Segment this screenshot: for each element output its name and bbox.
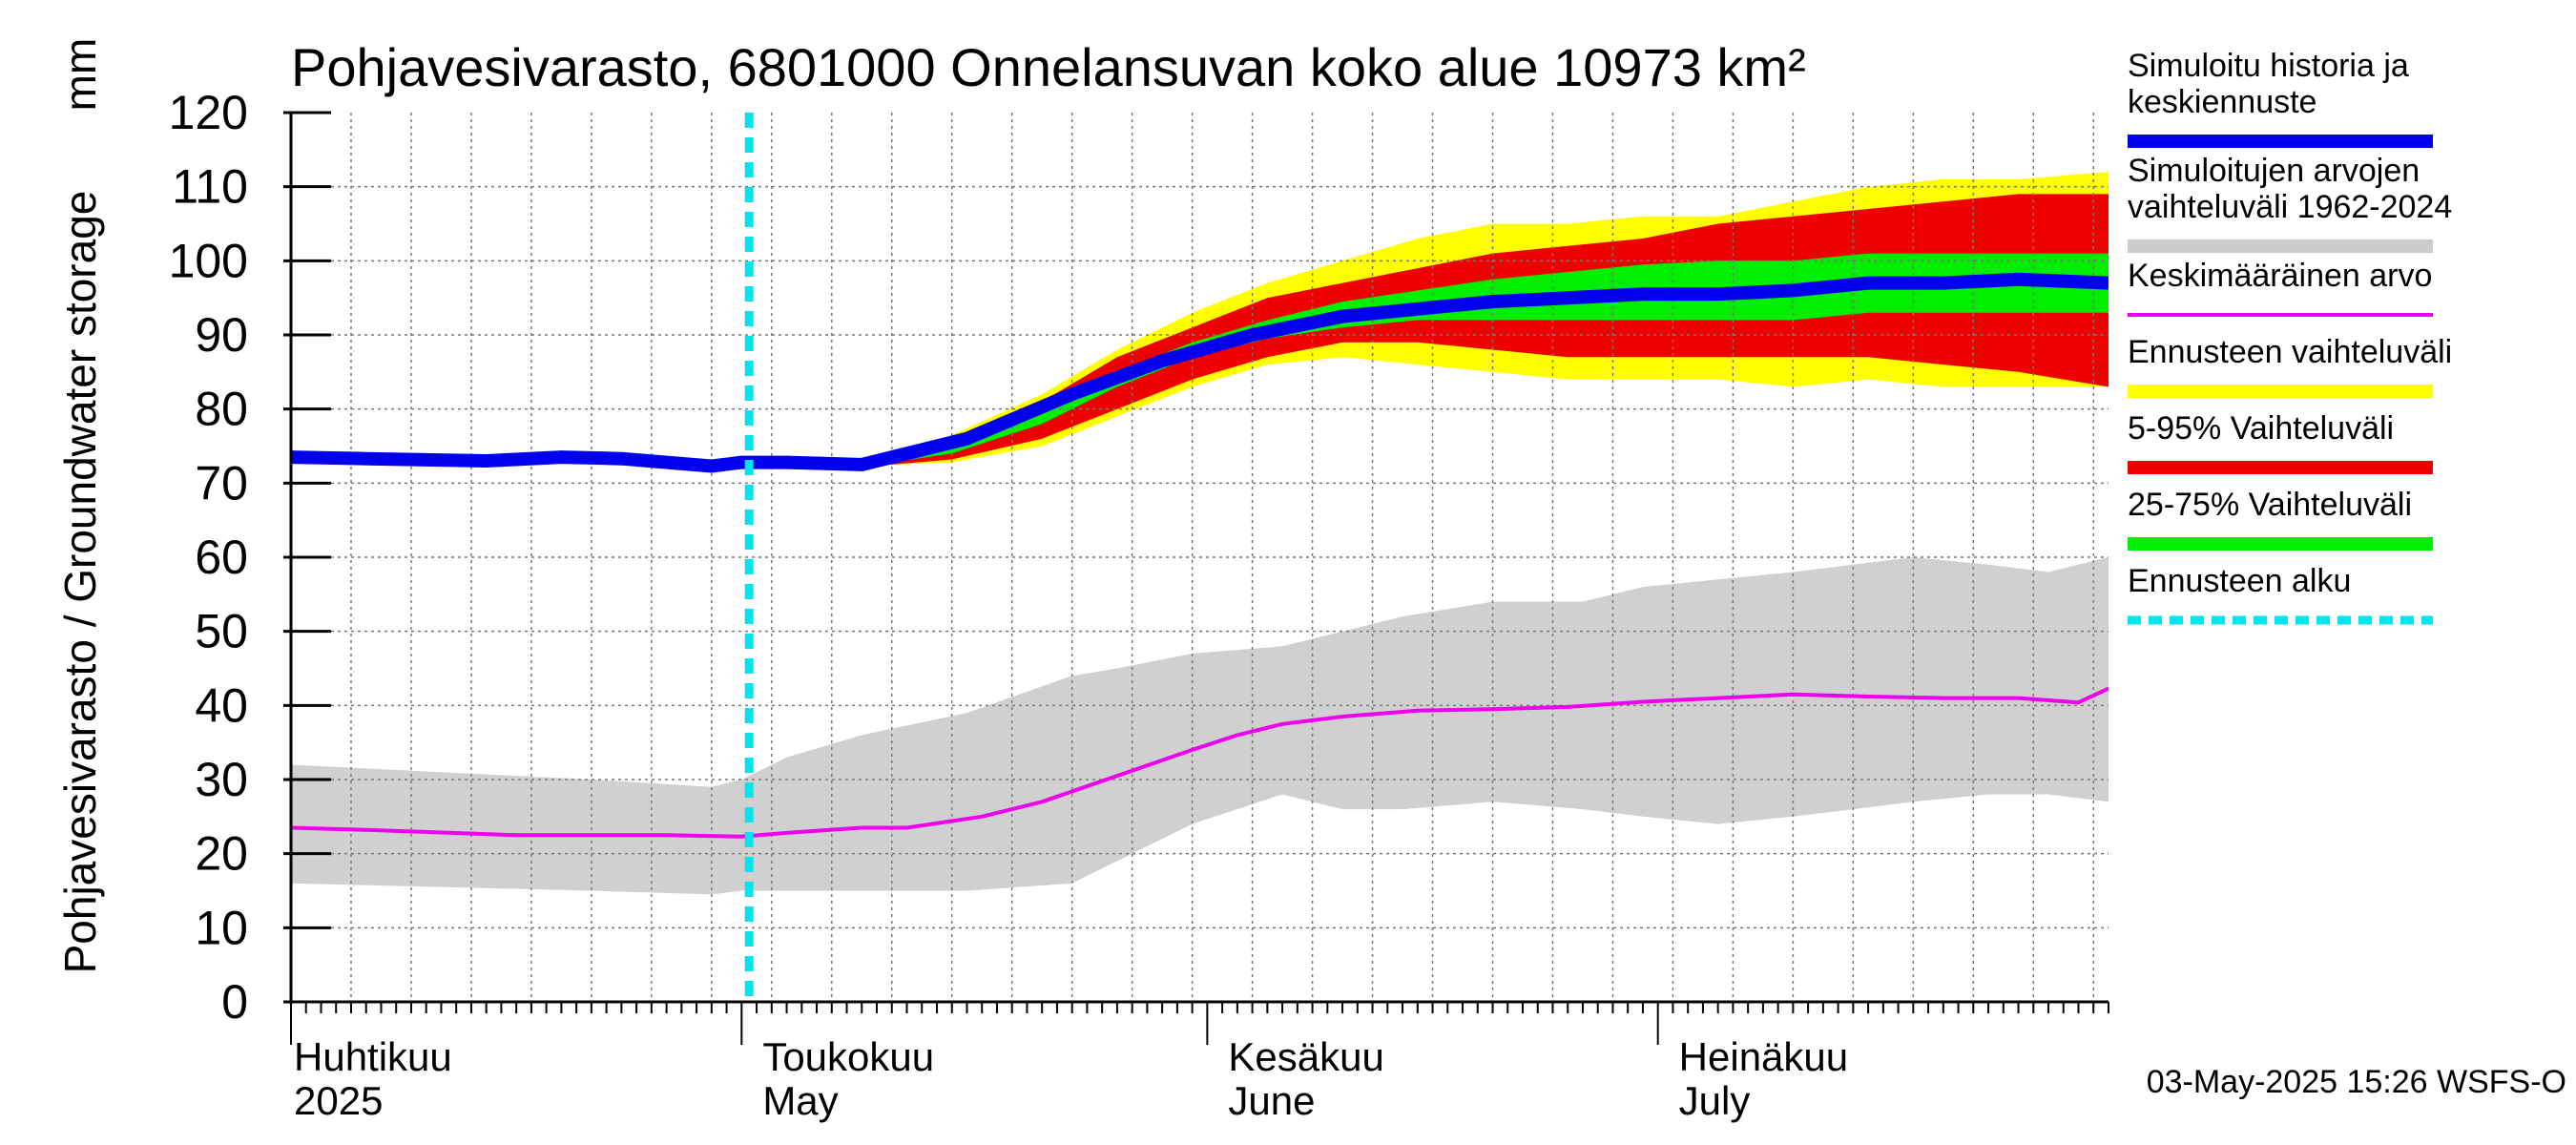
y-tick-label: 80 — [195, 383, 248, 436]
x-month-label: Heinäkuu — [1679, 1034, 1848, 1079]
legend-label: Simuloitu historia ja — [2128, 48, 2409, 84]
history-range-band — [291, 557, 2109, 895]
x-month-sublabel: July — [1679, 1078, 1751, 1123]
y-tick-label: 110 — [172, 160, 248, 214]
x-month-sublabel: May — [762, 1078, 838, 1123]
x-month-sublabel: 2025 — [294, 1078, 383, 1123]
legend-label: 25-75% Vaihteluväli — [2128, 487, 2412, 523]
legend-label: 5-95% Vaihteluväli — [2128, 410, 2394, 447]
legend-label: Keskimääräinen arvo — [2128, 258, 2432, 294]
forecast-25-75-band — [846, 253, 2109, 465]
plot-area: 0 10 20 30 40 50 60 70 80 90 100 110 120 Huhtikuu2025… — [169, 86, 2109, 1123]
legend-label: keskiennuste — [2128, 84, 2316, 120]
grid — [291, 113, 2109, 1002]
legend-label: vaihteluväli 1962-2024 — [2128, 189, 2452, 225]
y-tick-label: 30 — [195, 753, 248, 806]
y-tick-label: 70 — [195, 456, 248, 510]
y-tick-label: 120 — [169, 86, 248, 139]
x-month-label: Toukokuu — [762, 1034, 934, 1079]
x-month-sublabel: June — [1228, 1078, 1315, 1123]
footer-timestamp: 03-May-2025 15:26 WSFS-O — [2147, 1064, 2566, 1100]
x-month-label: Kesäkuu — [1228, 1034, 1383, 1079]
plot-content — [291, 113, 2109, 1002]
x-month-label: Huhtikuu — [294, 1034, 452, 1079]
y-axis-unit: mm — [55, 38, 105, 112]
simulated-median-line — [291, 272, 2109, 473]
chart-title: Pohjavesivarasto, 6801000 Onnelansuvan k… — [291, 37, 1806, 97]
legend-label: Ennusteen vaihteluväli — [2128, 334, 2452, 370]
y-tick-label: 100 — [169, 234, 248, 287]
y-tick-label: 20 — [195, 827, 248, 881]
y-tick-label: 60 — [195, 531, 248, 584]
y-tick-label: 50 — [195, 605, 248, 658]
legend-label: Ennusteen alku — [2128, 563, 2351, 599]
y-tick-label: 10 — [195, 901, 248, 954]
y-axis-label: Pohjavesivarasto / Groundwater storage — [55, 191, 105, 974]
y-tick-label: 90 — [195, 308, 248, 362]
legend-label: Simuloitujen arvojen — [2128, 153, 2420, 189]
y-tick-label: 40 — [195, 678, 248, 732]
y-tick-label: 0 — [221, 975, 248, 1029]
